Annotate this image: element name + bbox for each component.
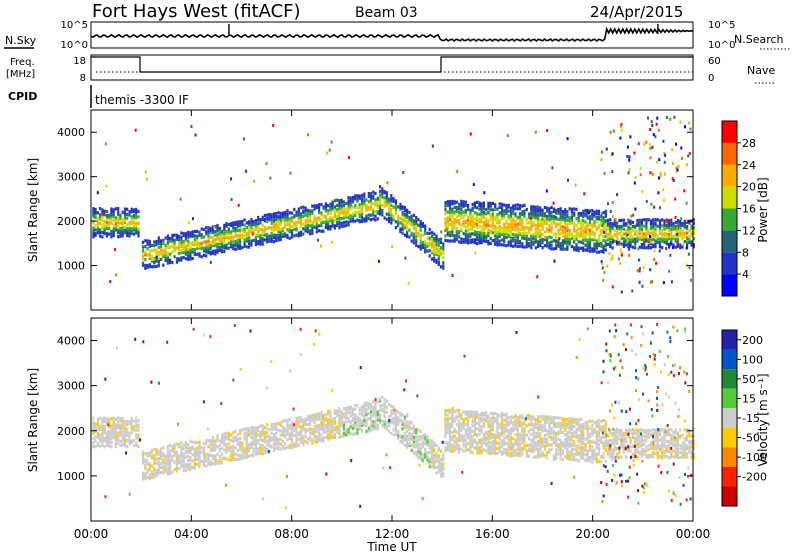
power-colorbar-label: Power [dB] — [756, 177, 770, 242]
n-sky-label: N.Sky — [5, 34, 37, 47]
colorbar-tick-label: 12 — [742, 224, 756, 237]
freq-tick-top: 18 — [73, 56, 86, 67]
cpid-program: themis -3300 IF — [95, 93, 189, 107]
radar-title: Fort Hays West (fitACF) — [92, 1, 301, 22]
colorbar-segment — [722, 164, 737, 187]
velocity-colorbar: 200 100 50 15 -15 -50 -100 -200 — [721, 329, 767, 507]
noise-right-tick-bottom: 10^0 — [708, 40, 735, 51]
velocity-ylabel: Slant Range [km] — [26, 368, 40, 472]
colorbar-tick-label: 50 — [742, 373, 756, 386]
colorbar-tick-label: 8 — [742, 246, 749, 259]
colorbar-segment — [722, 274, 737, 296]
colorbar-tick-label: -50 — [742, 432, 760, 445]
colorbar-segment — [722, 186, 737, 209]
colorbar-tick-label: 16 — [742, 203, 756, 216]
date-label: 24/Apr/2015 — [590, 3, 683, 21]
x-tick-label: 20:00 — [575, 527, 610, 541]
y-tick-label: 1000 — [57, 260, 85, 273]
y-tick-label: 4000 — [57, 126, 85, 139]
colorbar-segment — [722, 408, 737, 428]
y-tick-label: 3000 — [57, 171, 85, 184]
noise-left-tick-top: 10^5 — [61, 20, 88, 31]
beam-label: Beam 03 — [355, 5, 418, 21]
freq-unit: [MHz] — [6, 69, 35, 80]
colorbar-tick-label: -15 — [742, 412, 760, 425]
x-axis-tick-labels: 00:00 04:00 08:00 12:00 16:00 20:00 00:00 — [74, 527, 711, 541]
power-colorbar: 4 8 12 16 20 24 28 — [721, 120, 756, 297]
cpid-label: CPID — [8, 90, 37, 103]
colorbar-tick-label: 24 — [742, 159, 756, 172]
x-tick-label: 00:00 — [676, 527, 711, 541]
x-tick-label: 16:00 — [475, 527, 510, 541]
power-panel: 1000 2000 3000 4000 Slant Range [km] 4 8 12 16… — [26, 109, 770, 311]
frequency-panel: Freq. [MHz] 18 8 60 0 Nave — [6, 54, 775, 84]
power-ylabel: Slant Range [km] — [26, 158, 40, 262]
colorbar-segment — [722, 330, 737, 350]
x-axis-label: Time UT — [366, 540, 417, 554]
y-tick-label: 1000 — [57, 470, 85, 483]
y-tick-label: 2000 — [57, 215, 85, 228]
x-tick-label: 08:00 — [274, 527, 309, 541]
colorbar-segment — [722, 427, 737, 448]
colorbar-segment — [722, 369, 737, 389]
colorbar-tick-label: -200 — [742, 471, 767, 484]
colorbar-tick-label: 100 — [742, 353, 763, 366]
colorbar-segment — [722, 447, 737, 467]
colorbar-segment — [722, 121, 737, 143]
n-search-label: N.Search — [734, 33, 784, 46]
colorbar-segment — [722, 208, 737, 231]
velocity-panel: 1000 2000 3000 4000 Slant Range [km] 200 100… — [26, 317, 770, 522]
x-tick-label: 12:00 — [375, 527, 410, 541]
colorbar-tick-label: 28 — [742, 137, 756, 150]
nave-label: Nave — [747, 64, 775, 77]
colorbar-tick-label: 4 — [742, 268, 749, 281]
nave-tick-top: 60 — [708, 56, 721, 67]
velocity-heatmap-cells — [92, 323, 695, 510]
noise-panel: N.Sky 10^5 10^0 10^5 10^0 N.Search — [4, 20, 790, 51]
power-heatmap-cells — [92, 115, 695, 294]
velocity-colorbar-label: Velocity [m s⁻¹] — [756, 373, 770, 466]
noise-right-tick-top: 10^5 — [708, 20, 735, 31]
colorbar-segment — [722, 466, 737, 487]
colorbar-segment — [722, 486, 737, 506]
freq-label: Freq. — [10, 57, 35, 68]
colorbar-segment — [722, 252, 737, 275]
y-tick-label: 2000 — [57, 425, 85, 438]
y-tick-label: 4000 — [57, 335, 85, 348]
cpid-panel: CPID themis -3300 IF — [8, 85, 189, 108]
noise-left-tick-bottom: 10^0 — [61, 40, 88, 51]
colorbar-segment — [722, 349, 737, 370]
colorbar-tick-label: 15 — [742, 392, 756, 405]
colorbar-tick-label: -100 — [742, 451, 767, 464]
colorbar-segment — [722, 388, 737, 409]
nave-tick-bottom: 0 — [708, 73, 714, 84]
x-tick-label: 00:00 — [74, 527, 109, 541]
colorbar-segment — [722, 142, 737, 165]
colorbar-tick-label: 20 — [742, 181, 756, 194]
y-tick-label: 3000 — [57, 380, 85, 393]
colorbar-tick-label: 200 — [742, 334, 763, 347]
x-tick-label: 04:00 — [174, 527, 209, 541]
colorbar-segment — [722, 230, 737, 253]
freq-tick-bottom: 8 — [80, 73, 86, 84]
